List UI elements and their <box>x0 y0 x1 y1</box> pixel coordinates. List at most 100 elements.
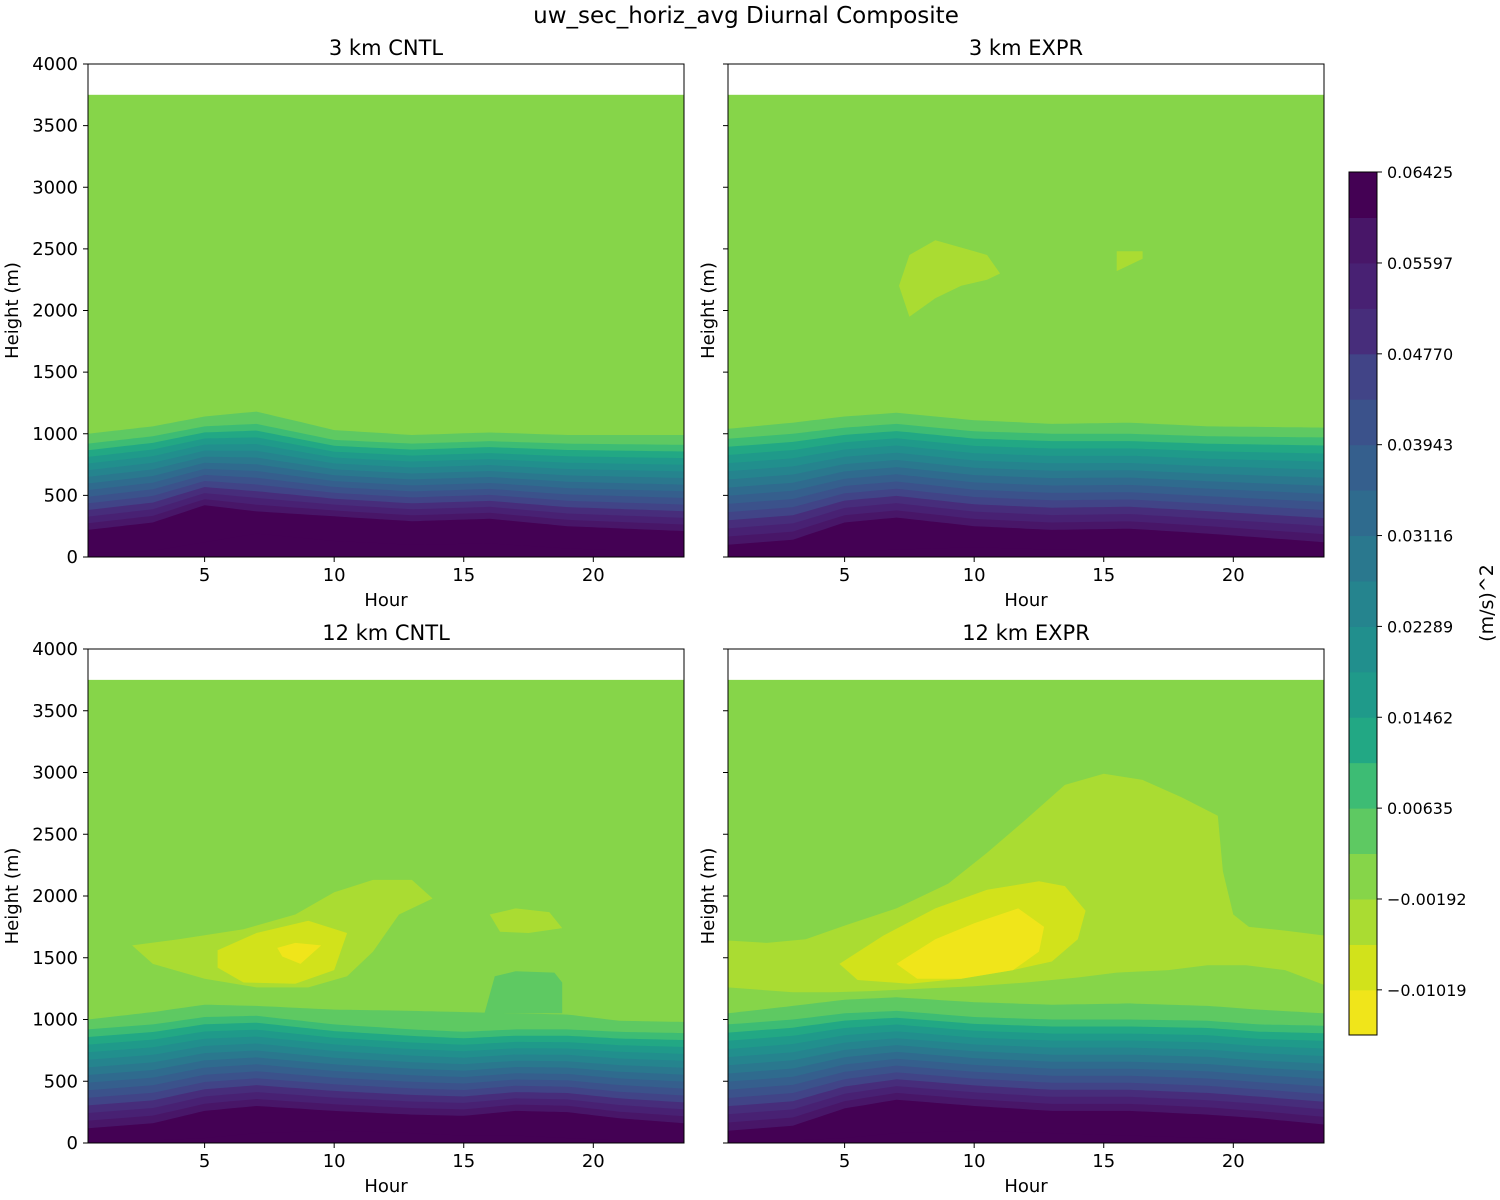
y-tick-label: 4000 <box>32 54 78 75</box>
colorbar-segment <box>1349 308 1377 355</box>
contour-feature-1 <box>899 240 1001 317</box>
y-axis-label: Height (m) <box>2 262 23 359</box>
contour-band-level-18 <box>88 533 684 557</box>
subplot-2: 5 10 15 20 3 km EXPR Hour Height (m) <box>698 36 1325 611</box>
colorbar-segment <box>1349 808 1377 855</box>
y-axis-label: Height (m) <box>698 848 719 945</box>
x-tick-label: 10 <box>963 1151 986 1172</box>
colorbar-segment <box>1349 762 1377 809</box>
subplot-grid: 5 10 15 20 0 500 1000 1500 2000 2500 3000 3500 4000 3… <box>2 36 1325 1197</box>
x-axis-label: Hour <box>1004 1176 1048 1197</box>
x-tick-label: 20 <box>582 565 605 586</box>
colorbar-tick-label: −0.00192 <box>1387 890 1467 909</box>
contour-feature-1 <box>728 773 1324 993</box>
contour-feature-3 <box>896 908 1045 979</box>
x-tick-label: 5 <box>199 565 210 586</box>
colorbar-tick-label: 0.04770 <box>1387 345 1453 364</box>
y-tick-label: 3000 <box>32 763 78 784</box>
y-tick-label: 3500 <box>32 116 78 137</box>
y-tick-label: 2500 <box>32 239 78 260</box>
x-axis-label: Hour <box>364 1176 408 1197</box>
y-tick-label: 2000 <box>32 301 78 322</box>
x-tick-label: 15 <box>452 1151 475 1172</box>
x-tick-label: 10 <box>963 565 986 586</box>
colorbar-tick-label: 0.03943 <box>1387 436 1453 455</box>
colorbar-ticks: 0.06425 0.05597 0.04770 0.03943 0.03116 0.022… <box>1377 163 1467 1000</box>
x-axis-label: Hour <box>364 590 408 611</box>
colorbar-tick-label: 0.02289 <box>1387 617 1453 636</box>
colorbar-segment <box>1349 490 1377 537</box>
colorbar-segment <box>1349 172 1377 218</box>
x-tick-label: 20 <box>582 1151 605 1172</box>
x-tick-label: 5 <box>839 565 850 586</box>
x-axis-label: Hour <box>1004 590 1048 611</box>
y-tick-label: 1500 <box>32 948 78 969</box>
colorbar-segment <box>1349 535 1377 582</box>
contour-feature-3 <box>489 908 563 933</box>
y-tick-label: 500 <box>44 1071 78 1092</box>
y-tick-label: 3000 <box>32 177 78 198</box>
x-tick-label: 15 <box>1092 565 1115 586</box>
colorbar: 0.06425 0.05597 0.04770 0.03943 0.03116 0.022… <box>1348 163 1498 1036</box>
contour-band-level-18 <box>88 1130 684 1143</box>
colorbar-tick-label: 0.03116 <box>1387 527 1453 546</box>
colorbar-tick-label: −0.01019 <box>1387 981 1467 1000</box>
colorbar-segment <box>1349 580 1377 627</box>
y-tick-label: 2500 <box>32 824 78 845</box>
subplot-1: 5 10 15 20 0 500 1000 1500 2000 2500 3000 3500 4000 3… <box>2 36 685 611</box>
subplot-title: 12 km EXPR <box>962 621 1090 645</box>
x-tick-label: 5 <box>839 1151 850 1172</box>
y-tick-label: 1000 <box>32 1010 78 1031</box>
x-tick-label: 5 <box>199 1151 210 1172</box>
x-tick-label: 20 <box>1222 1151 1245 1172</box>
colorbar-segments <box>1349 172 1377 1036</box>
contour-band-level-18 <box>728 1130 1324 1143</box>
x-tick-label: 15 <box>1092 1151 1115 1172</box>
colorbar-segment <box>1349 262 1377 309</box>
contour-band-level-18 <box>728 1099 1324 1143</box>
x-tick-label: 10 <box>323 1151 346 1172</box>
y-axis-label: Height (m) <box>2 848 23 945</box>
contour-band-level-18 <box>88 1106 684 1143</box>
x-tick-label: 15 <box>452 565 475 586</box>
contour-feature-5 <box>277 942 322 964</box>
colorbar-segment <box>1349 353 1377 400</box>
y-tick-label: 3500 <box>32 701 78 722</box>
colorbar-segment <box>1349 989 1377 1036</box>
y-tick-label: 2000 <box>32 886 78 907</box>
contour-band-level-18 <box>728 547 1324 557</box>
y-tick-label: 1500 <box>32 362 78 383</box>
x-tick-label: 20 <box>1222 565 1245 586</box>
subplot-3: 5 10 15 20 0 500 1000 1500 2000 2500 3000 3500 4000 1… <box>2 621 685 1197</box>
y-tick-label: 500 <box>44 485 78 506</box>
y-axis-label: Height (m) <box>698 262 719 359</box>
colorbar-segment <box>1349 717 1377 764</box>
y-tick-label: 0 <box>67 547 78 568</box>
colorbar-segment <box>1349 399 1377 446</box>
colorbar-segment <box>1349 671 1377 718</box>
colorbar-segment <box>1349 444 1377 491</box>
colorbar-segment <box>1349 626 1377 673</box>
colorbar-tick-label: 0.00635 <box>1387 799 1453 818</box>
colorbar-segment <box>1349 944 1377 991</box>
y-tick-label: 4000 <box>32 639 78 660</box>
colorbar-label: (m/s)^2 <box>1476 564 1498 642</box>
colorbar-tick-label: 0.06425 <box>1387 163 1453 182</box>
colorbar-frame <box>1348 171 1378 1036</box>
y-tick-label: 0 <box>67 1133 78 1154</box>
subplot-4: 5 10 15 20 12 km EXPR Hour Height (m) <box>698 621 1325 1197</box>
colorbar-segment <box>1349 898 1377 945</box>
colorbar-tick-label: 0.01462 <box>1387 708 1453 727</box>
subplot-title: 3 km EXPR <box>969 36 1083 60</box>
contour-feature-1 <box>484 971 563 1014</box>
x-tick-label: 10 <box>323 565 346 586</box>
colorbar-tick-label: 0.05597 <box>1387 254 1453 273</box>
contour-band-level-18 <box>728 517 1324 557</box>
subplot-title: 12 km CNTL <box>322 621 450 645</box>
y-tick-label: 1000 <box>32 424 78 445</box>
contour-feature-2 <box>1116 251 1143 272</box>
figure-title: uw_sec_horiz_avg Diurnal Composite <box>533 3 959 29</box>
colorbar-segment <box>1349 853 1377 900</box>
colorbar-segment <box>1349 217 1377 264</box>
